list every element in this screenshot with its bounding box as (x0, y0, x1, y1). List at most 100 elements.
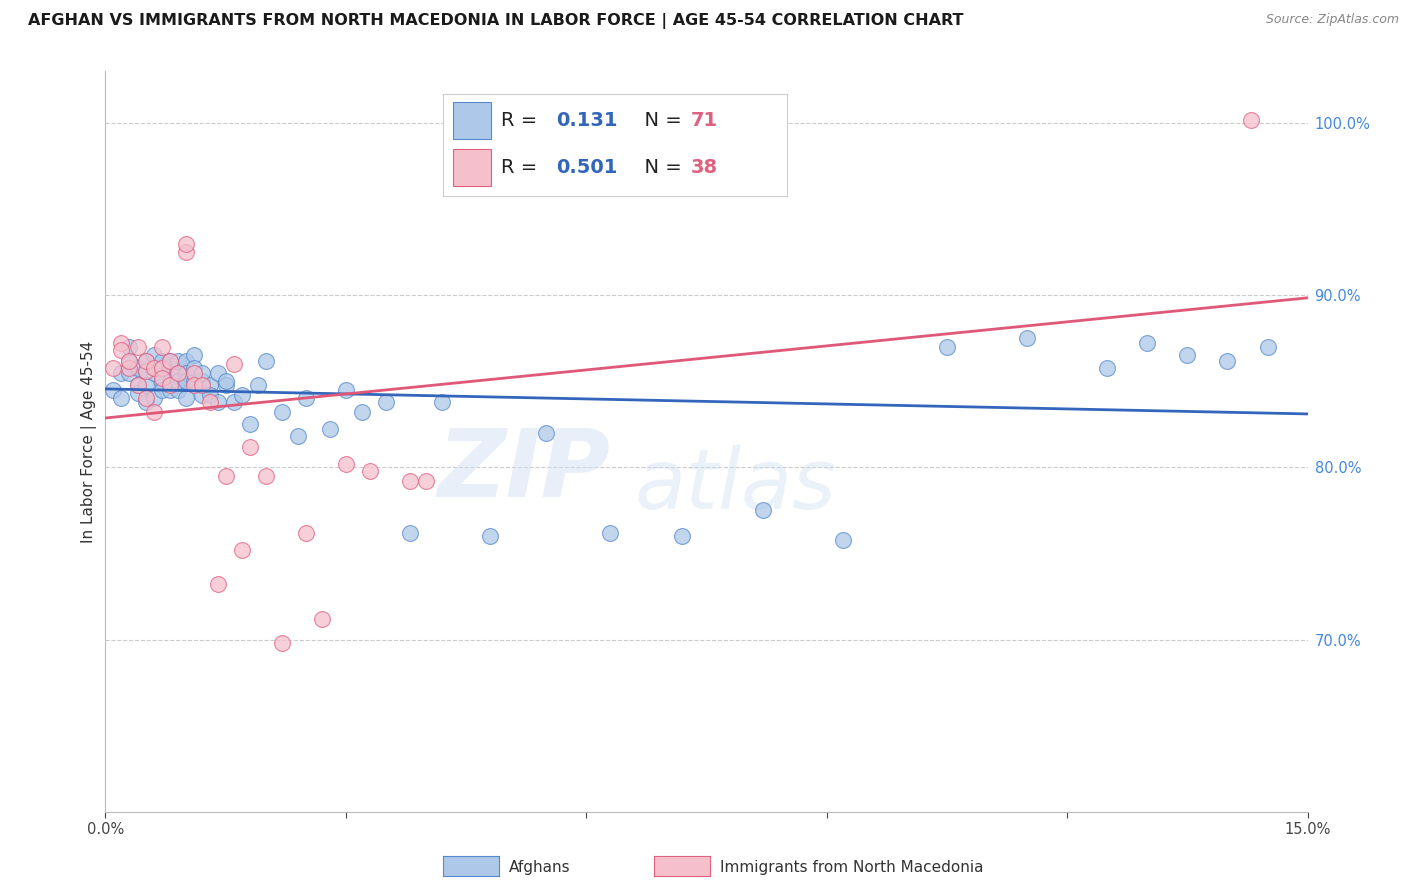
Point (127, 340, 149, 354)
Point (198, 377, 221, 392)
Point (1177, 348, 1199, 362)
Text: AFGHAN VS IMMIGRANTS FROM NORTH MACEDONIA IN LABOR FORCE | AGE 45-54 CORRELATION: AFGHAN VS IMMIGRANTS FROM NORTH MACEDONI… (28, 13, 963, 29)
Point (150, 353, 173, 368)
Point (166, 366, 188, 380)
Point (214, 377, 236, 392)
Point (118, 340, 141, 354)
Point (936, 340, 959, 354)
Point (159, 383, 181, 397)
Point (239, 440, 262, 454)
Point (174, 245, 197, 260)
Point (183, 366, 205, 380)
Point (183, 348, 205, 362)
Point (1017, 331, 1039, 345)
Point (159, 377, 181, 392)
Text: Source: ZipAtlas.com: Source: ZipAtlas.com (1265, 13, 1399, 27)
Point (399, 474, 422, 488)
Text: 0.131: 0.131 (557, 111, 619, 130)
Point (150, 371, 173, 385)
Point (1136, 336, 1159, 351)
Point (1257, 340, 1279, 354)
Point (174, 392, 197, 406)
Point (831, 533, 853, 547)
Point (159, 360, 181, 375)
Bar (453, 102, 491, 139)
Text: R =: R = (502, 158, 550, 177)
Point (246, 377, 269, 392)
Point (254, 469, 277, 483)
Point (150, 374, 173, 388)
Point (135, 364, 157, 378)
Point (110, 343, 132, 358)
Point (207, 577, 229, 591)
Point (174, 366, 197, 380)
Text: 0.501: 0.501 (557, 158, 619, 177)
Point (311, 612, 333, 626)
Bar (453, 149, 491, 186)
Point (142, 392, 165, 406)
Point (150, 360, 173, 375)
Point (335, 457, 357, 471)
Point (142, 348, 165, 362)
Point (135, 353, 157, 368)
Point (190, 388, 212, 402)
Text: 38: 38 (690, 158, 718, 177)
Point (671, 529, 693, 543)
Text: Immigrants from North Macedonia: Immigrants from North Macedonia (720, 861, 983, 875)
Point (198, 395, 221, 409)
Point (479, 529, 502, 543)
Point (1240, 112, 1263, 127)
Point (270, 405, 292, 419)
Point (295, 525, 318, 540)
Point (207, 395, 229, 409)
Point (135, 392, 157, 406)
Point (183, 360, 205, 375)
Point (1097, 360, 1119, 375)
Point (118, 353, 141, 368)
Point (166, 366, 188, 380)
Point (359, 464, 381, 478)
Point (295, 392, 318, 406)
Point (142, 360, 165, 375)
Point (127, 377, 149, 392)
Point (270, 636, 292, 650)
Point (198, 388, 221, 402)
Point (150, 340, 173, 354)
Point (319, 422, 342, 436)
Point (350, 405, 373, 419)
Point (135, 364, 157, 378)
Point (159, 353, 181, 368)
Point (118, 360, 141, 375)
Point (166, 353, 188, 368)
Point (207, 366, 229, 380)
Point (222, 357, 245, 371)
Text: N =: N = (633, 158, 689, 177)
Point (239, 417, 262, 432)
Point (159, 374, 181, 388)
Point (166, 383, 188, 397)
Point (374, 395, 398, 409)
Point (254, 353, 277, 368)
Point (142, 405, 165, 419)
Point (118, 366, 141, 380)
Point (214, 374, 236, 388)
Point (231, 388, 253, 402)
Point (174, 353, 197, 368)
Text: atlas: atlas (634, 445, 837, 526)
Point (190, 377, 212, 392)
Y-axis label: In Labor Force | Age 45-54: In Labor Force | Age 45-54 (82, 341, 97, 542)
Point (135, 395, 157, 409)
Point (231, 543, 253, 558)
Point (103, 360, 125, 375)
Point (183, 377, 205, 392)
Point (190, 374, 212, 388)
Point (174, 374, 197, 388)
Point (183, 374, 205, 388)
Point (166, 374, 188, 388)
Point (135, 377, 157, 392)
Text: R =: R = (502, 111, 550, 130)
Point (110, 392, 132, 406)
Text: Afghans: Afghans (509, 861, 571, 875)
Point (335, 383, 357, 397)
Point (534, 425, 557, 440)
